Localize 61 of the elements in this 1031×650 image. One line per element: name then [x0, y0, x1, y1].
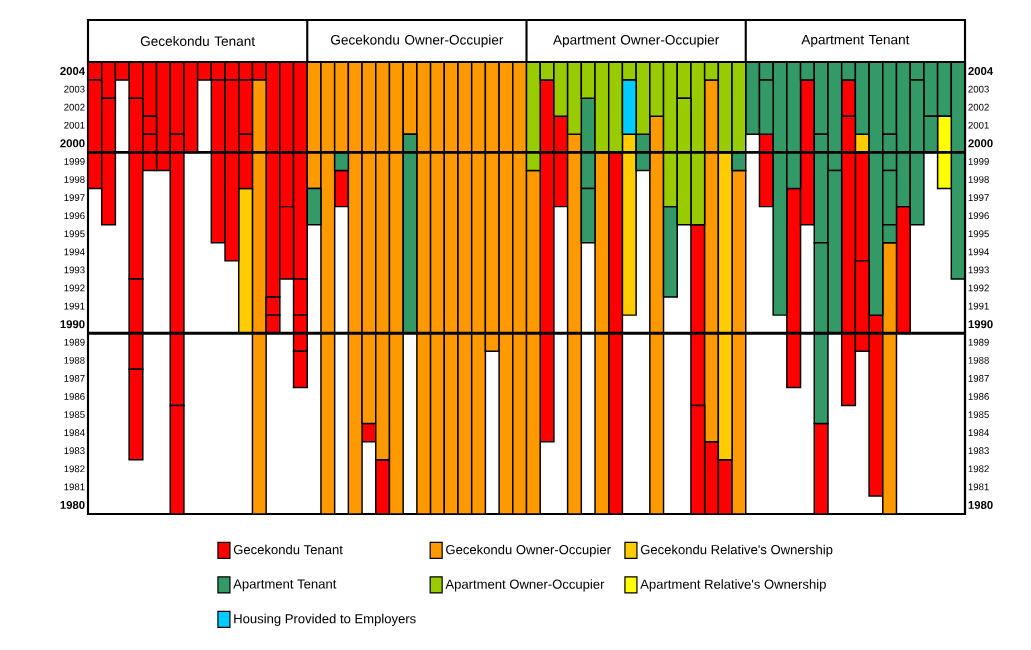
legend-label: Housing Provided to Employers [234, 613, 416, 626]
y-tick-label: 1999 [64, 158, 85, 165]
y-tick-label: 2002 [64, 103, 85, 111]
y-tick-label: 1993 [64, 266, 85, 274]
y-tick-label: 1997 [64, 194, 85, 201]
legend-label: Apartment Relative's Ownership [640, 579, 826, 592]
y2-tick-label: 1989 [968, 338, 989, 346]
text: Gecekondu Tenant [140, 36, 255, 46]
y2-tick-label: 2002 [968, 103, 989, 111]
legend-label: Apartment Tenant [233, 579, 337, 592]
y2-tick-label: 1982 [968, 465, 989, 473]
y2-tick-label: 2001 [968, 121, 989, 129]
y-tick-label: 2001 [64, 121, 85, 129]
y2-tick-label: 2004 [968, 67, 994, 76]
y2-tick-label: 2003 [968, 85, 989, 93]
y-tick-label: 1987 [64, 375, 85, 382]
y2-tick-label: 1991 [968, 302, 989, 310]
legend-label: Gecekondu Tenant [233, 544, 343, 555]
legend-label: Gecekondu Owner-Occupier [446, 544, 611, 557]
y-tick-label: 2004 [60, 67, 86, 76]
text: Apartment Owner-Occupier [553, 34, 720, 48]
y2-tick-label: 1995 [968, 230, 989, 238]
legend-label: Apartment Owner-Occupier [445, 579, 605, 592]
y-tick-label: 1984 [64, 429, 85, 437]
y-tick-label: 1986 [64, 393, 85, 400]
y2-tick-label: 1998 [968, 176, 989, 183]
y-tick-label: 1990 [60, 320, 85, 329]
y-tick-label: 2003 [64, 85, 85, 93]
y-tick-label: 2000 [60, 139, 85, 148]
y2-tick-label: 1994 [968, 248, 990, 256]
y-tick-label: 1996 [64, 212, 85, 220]
y-tick-label: 1992 [64, 284, 85, 292]
y-tick-label: 1989 [64, 338, 85, 346]
y-tick-label: 1980 [60, 500, 85, 509]
text: Gecekondu Owner-Occupier [331, 34, 504, 48]
y2-tick-label: 1993 [968, 266, 989, 274]
y-tick-label: 1985 [64, 411, 85, 418]
y2-tick-label: 1981 [968, 483, 989, 491]
y2-tick-label: 2000 [968, 139, 993, 148]
legend-label: Gecekondu Relative's Ownership [640, 544, 833, 557]
y2-tick-label: 1988 [968, 356, 989, 364]
y-tick-label: 1981 [64, 483, 85, 491]
y2-tick-label: 1986 [968, 393, 989, 400]
y-tick-label: 1994 [64, 248, 85, 256]
y2-tick-label: 1992 [968, 284, 989, 292]
y-tick-label: 1995 [64, 230, 85, 238]
y-tick-label: 1988 [64, 356, 85, 364]
y2-tick-label: 1980 [968, 500, 993, 509]
y2-tick-label: 1984 [968, 429, 990, 437]
y-tick-label: 1982 [64, 465, 85, 473]
y2-tick-label: 1985 [968, 411, 989, 418]
y2-tick-label: 1983 [968, 447, 989, 455]
y2-tick-label: 1990 [968, 320, 993, 329]
y-tick-label: 1991 [64, 302, 85, 310]
y2-tick-label: 1987 [968, 375, 989, 382]
y-tick-label: 1983 [64, 447, 85, 455]
y2-tick-label: 1999 [968, 158, 989, 165]
y2-tick-label: 1996 [968, 212, 989, 220]
y2-tick-label: 1997 [968, 194, 989, 201]
text: Apartment Tenant [801, 34, 910, 48]
y-tick-label: 1998 [64, 176, 85, 183]
